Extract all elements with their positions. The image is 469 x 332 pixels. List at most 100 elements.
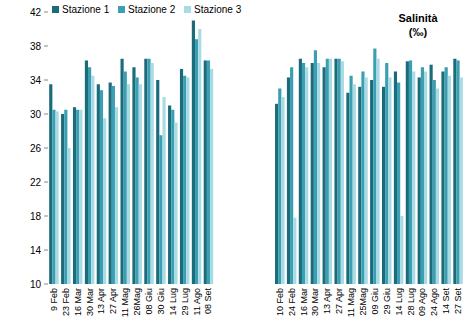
y-tick-label: 22: [30, 177, 42, 188]
bar: [441, 72, 444, 285]
bar: [207, 60, 210, 284]
bar: [326, 59, 329, 284]
bar: [112, 86, 115, 284]
title: Salinità: [398, 12, 438, 24]
x-tick-label: 08 Set: [203, 288, 213, 315]
x-tick-label: 30 Mar: [85, 288, 95, 316]
bar: [76, 110, 79, 284]
bar: [353, 84, 356, 284]
bar: [334, 59, 337, 284]
y-tick: [44, 12, 48, 13]
bar: [171, 110, 174, 284]
bar: [373, 49, 376, 284]
x-tick-label: 26Mag: [132, 288, 142, 316]
bar: [198, 29, 201, 284]
y-tick-label: 42: [30, 7, 42, 18]
y-tick: [44, 114, 48, 115]
bar: [394, 72, 397, 285]
bar: [329, 59, 332, 284]
bar: [311, 63, 314, 284]
y-tick-label: 18: [30, 211, 42, 222]
bar: [409, 60, 412, 284]
bar: [376, 59, 379, 284]
bar: [358, 87, 361, 284]
bar: [168, 106, 171, 285]
y-tick: [44, 148, 48, 149]
bar: [305, 67, 308, 284]
bar: [174, 123, 177, 285]
bar: [151, 63, 154, 284]
bar: [192, 21, 195, 285]
bar: [453, 59, 456, 284]
x-tick-label: 24 Feb: [287, 288, 297, 316]
bar: [406, 61, 409, 284]
bar: [365, 77, 368, 284]
x-tick-label: 14 Set: [441, 288, 451, 315]
x-tick-label: 11 Mag: [120, 288, 130, 317]
bar: [299, 59, 302, 284]
bar: [338, 59, 341, 284]
x-tick-label: 14 Lug: [168, 288, 178, 316]
bar: [210, 69, 213, 284]
bar: [424, 72, 427, 285]
y-tick-label: 10: [30, 279, 42, 290]
bar: [127, 84, 130, 284]
bar: [144, 59, 147, 284]
bar: [91, 76, 94, 284]
chart: 1014182226303438429 Feb23 Feb16 Mar30 Ma…: [0, 0, 469, 332]
legend-label: Stazione 1: [62, 4, 110, 15]
y-tick-label: 30: [30, 109, 42, 120]
bar: [195, 39, 198, 284]
y-tick-label: 34: [30, 75, 42, 86]
x-tick-label: 30 Mar: [310, 288, 320, 316]
bar: [421, 67, 424, 284]
legend-label: Stazione 2: [128, 4, 176, 15]
x-tick-label: 25Mag: [358, 288, 368, 316]
y-tick: [44, 216, 48, 217]
bar: [400, 216, 403, 284]
x-tick-label: 10 Feb: [275, 288, 285, 316]
bar: [109, 83, 112, 284]
x-tick-label: 09 Ago: [417, 288, 427, 316]
x-tick-label: 29 Giu: [382, 288, 392, 315]
bar: [124, 72, 127, 285]
bar: [350, 76, 353, 284]
x-tick-label: 23 Feb: [61, 288, 71, 316]
x-tick-label: 24 Ago: [429, 288, 439, 316]
bar: [302, 63, 305, 284]
x-tick-label: 11 Mag: [346, 288, 356, 317]
bar: [136, 77, 139, 284]
bar: [156, 80, 159, 284]
bar: [448, 76, 451, 284]
bar: [293, 218, 296, 284]
bar: [73, 107, 76, 284]
bar: [382, 87, 385, 284]
x-tick-label: 13 Apr: [96, 288, 106, 314]
y-tick: [44, 250, 48, 251]
x-tick-label: 16 Mar: [73, 288, 83, 316]
y-tick: [44, 46, 48, 47]
bar: [139, 84, 142, 284]
bar: [361, 72, 364, 285]
y-tick: [44, 284, 48, 285]
x-tick-label: 09 Giu: [370, 288, 380, 315]
bar: [204, 60, 207, 284]
legend-label: Stazione 3: [194, 4, 242, 15]
bar: [278, 89, 281, 285]
bar: [103, 118, 106, 284]
x-tick-label: 16 Mar: [299, 288, 309, 316]
bar: [314, 50, 317, 284]
y-tick: [44, 80, 48, 81]
bar: [159, 135, 162, 284]
bar: [433, 80, 436, 284]
y-tick: [44, 182, 48, 183]
bar: [460, 77, 463, 284]
bar: [49, 84, 52, 284]
x-tick-label: 27 Apr: [108, 288, 118, 314]
bar: [385, 63, 388, 284]
bar: [121, 59, 124, 284]
bar: [183, 76, 186, 284]
bar: [317, 63, 320, 284]
bar: [397, 83, 400, 284]
bar: [341, 61, 344, 284]
